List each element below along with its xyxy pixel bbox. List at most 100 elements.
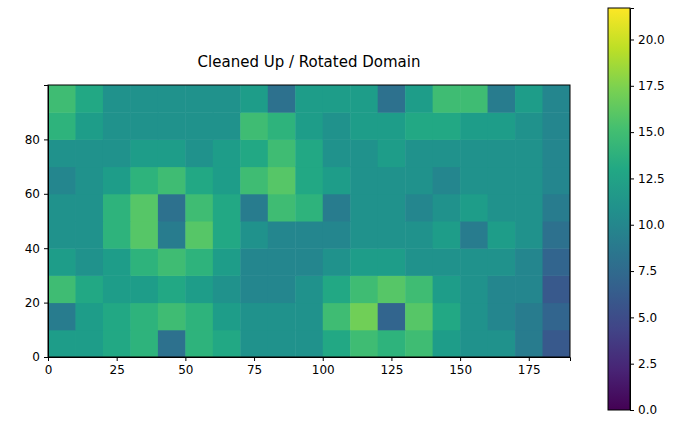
heat-cell <box>103 85 131 113</box>
tick-label: 25 <box>110 363 125 377</box>
heat-cell <box>48 85 76 113</box>
heat-cell <box>75 248 103 276</box>
axis-line <box>49 358 571 362</box>
tick: 20 <box>25 296 48 310</box>
heat-cell <box>75 167 103 195</box>
heat-cell <box>75 303 103 331</box>
heat-cell <box>378 248 406 276</box>
heat-cell <box>48 248 76 276</box>
heat-cell <box>48 303 76 331</box>
heat-cell <box>543 303 570 331</box>
heat-cell <box>488 167 516 195</box>
tick: 60 <box>25 187 48 201</box>
heat-cell <box>75 221 103 249</box>
heat-cell <box>350 139 378 167</box>
heat-cell <box>158 139 186 167</box>
heat-cell <box>158 167 186 195</box>
heat-cell <box>460 85 488 113</box>
heat-cell <box>158 275 186 303</box>
heat-cell <box>295 85 323 113</box>
heat-cell <box>185 221 213 249</box>
heat-cell <box>240 303 268 331</box>
heat-cell <box>158 248 186 276</box>
heat-cell <box>103 112 131 140</box>
tick-label: 75 <box>247 363 262 377</box>
tick-mark <box>630 317 634 318</box>
heat-cell <box>268 139 296 167</box>
heat-cell <box>268 112 296 140</box>
xticks-axis: 0255075100125150175 <box>45 357 571 377</box>
heat-cell <box>213 167 241 195</box>
heat-cell <box>185 248 213 276</box>
heat-cell <box>378 139 406 167</box>
heat-cell <box>543 330 570 357</box>
heat-cell <box>103 194 131 222</box>
heat-cell <box>130 248 158 276</box>
heat-cell <box>378 194 406 222</box>
heat-cell <box>295 275 323 303</box>
heat-cell <box>460 194 488 222</box>
colorbar-axis: 0.02.55.07.510.012.515.017.520.0 <box>630 9 665 418</box>
heat-cell <box>378 303 406 331</box>
heat-cell <box>433 221 461 249</box>
heat-cell <box>103 303 131 331</box>
tick-label: 17.5 <box>638 79 665 93</box>
heat-cell <box>323 194 351 222</box>
heat-cell <box>543 275 570 303</box>
axis-line <box>631 9 635 411</box>
heat-cell <box>130 194 158 222</box>
heat-cell <box>433 303 461 331</box>
heat-cell <box>515 194 543 222</box>
heat-cell <box>405 85 433 113</box>
heat-cell <box>103 139 131 167</box>
heat-cell <box>323 85 351 113</box>
tick: 5.0 <box>630 311 657 325</box>
heat-cell <box>433 248 461 276</box>
tick-mark <box>44 248 48 249</box>
heat-cell <box>130 330 158 357</box>
heat-cell <box>405 303 433 331</box>
heat-cell <box>378 275 406 303</box>
heat-cell <box>295 139 323 167</box>
tick-mark <box>630 86 634 87</box>
heat-cell <box>433 85 461 113</box>
heat-cell <box>515 330 543 357</box>
heat-cell <box>460 303 488 331</box>
heat-cell <box>378 85 406 113</box>
heat-cell <box>515 303 543 331</box>
tick-mark <box>630 225 634 226</box>
heat-cell <box>515 221 543 249</box>
heat-cell <box>213 194 241 222</box>
heat-cell <box>350 85 378 113</box>
heat-cell <box>405 167 433 195</box>
heat-cell <box>240 275 268 303</box>
heat-cell <box>240 85 268 113</box>
tick-mark <box>529 357 530 361</box>
heat-cell <box>240 139 268 167</box>
heat-cell <box>268 330 296 357</box>
tick-mark <box>44 139 48 140</box>
heat-cell <box>48 275 76 303</box>
tick-label: 5.0 <box>638 311 657 325</box>
heat-cell <box>405 139 433 167</box>
tick: 75 <box>247 357 262 377</box>
heat-cell <box>268 248 296 276</box>
heat-cell <box>240 248 268 276</box>
heat-cell <box>378 330 406 357</box>
heat-cell <box>185 167 213 195</box>
heat-cell <box>158 303 186 331</box>
tick: 175 <box>518 357 541 377</box>
cells <box>48 85 570 357</box>
heat-cell <box>268 194 296 222</box>
tick-mark <box>630 178 634 179</box>
tick-mark <box>185 357 186 361</box>
heat-cell <box>405 112 433 140</box>
tick: 17.5 <box>630 79 665 93</box>
heat-cell <box>103 248 131 276</box>
heat-cell <box>543 112 570 140</box>
heat-cell <box>213 275 241 303</box>
heat-cell <box>130 139 158 167</box>
tick: 100 <box>312 357 335 377</box>
heat-cell <box>48 221 76 249</box>
heat-cell <box>460 221 488 249</box>
